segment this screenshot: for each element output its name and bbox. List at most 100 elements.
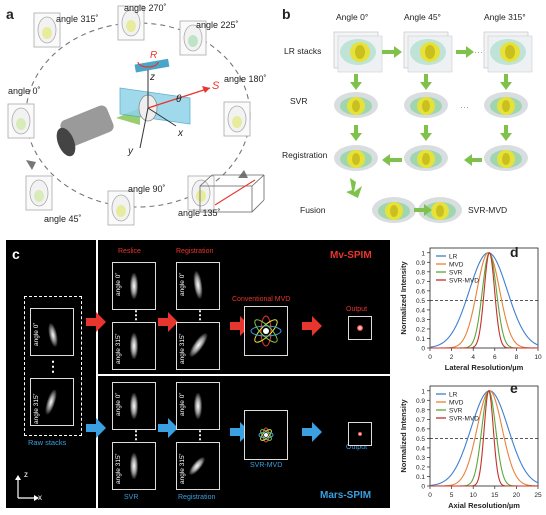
x-tick-label: 6 xyxy=(493,354,497,361)
axis-R: R xyxy=(150,50,158,61)
y-tick-label: 0.4 xyxy=(416,445,425,452)
reslice-angle0: angle 0˚ xyxy=(115,272,122,297)
legend-label: LR xyxy=(449,254,458,261)
x-axis-label: Axial Resolution/µm xyxy=(448,501,520,510)
svr-mvd-label: SVR-MVD xyxy=(250,462,283,469)
panel-c-divider-v xyxy=(96,240,98,508)
panel-a-diagram xyxy=(7,5,265,226)
reg-top-angle315: angle 315˚ xyxy=(179,333,186,364)
reg-top-angle0: angle 0˚ xyxy=(179,272,186,297)
axis-z: z xyxy=(150,72,155,83)
x-axis-label: Lateral Resolution/µm xyxy=(445,363,524,372)
mouse-thumbs xyxy=(7,5,251,226)
output-top-thumb xyxy=(348,316,372,340)
x-tick-label: 0 xyxy=(428,492,432,499)
y-tick-label: 0 xyxy=(421,484,425,491)
conv-mvd-thumb xyxy=(244,306,288,356)
series-lr xyxy=(429,252,539,348)
row-label-svr: SVR xyxy=(290,96,308,106)
y-tick-label: 0 xyxy=(421,346,425,353)
raw-stack-0 xyxy=(30,308,74,356)
plot-frame xyxy=(429,247,539,349)
x-tick-label: 10 xyxy=(470,492,478,499)
x-tick-label: 2 xyxy=(450,354,454,361)
reg-bottom-dots: ⋮ xyxy=(194,428,206,442)
reslice-angle315: angle 315˚ xyxy=(115,333,122,364)
objective-lens xyxy=(56,105,140,157)
y-tick-label: 0.6 xyxy=(416,426,425,433)
series-svr-mvd xyxy=(430,251,538,349)
legend-label: SVR-MVD xyxy=(449,416,479,423)
svr-angle0: angle 0˚ xyxy=(115,392,122,417)
svg-text:···: ··· xyxy=(460,102,469,112)
axis-label-z: z xyxy=(24,470,28,479)
reg-bottom-thumb-0 xyxy=(176,382,220,430)
angle-label-270: angle 270˚ xyxy=(124,3,167,13)
raw-stacks-label: Raw stacks xyxy=(28,438,67,447)
x-tick-label: 0 xyxy=(428,354,432,361)
y-axis-label: Normalized Intensity xyxy=(399,399,408,473)
y-tick-label: 0.7 xyxy=(416,417,425,424)
y-axis-label: Normalized Intensity xyxy=(399,261,408,335)
legend-label: SVR xyxy=(449,408,463,415)
angle-label-315: angle 315˚ xyxy=(56,14,99,24)
panel-c-label: c xyxy=(12,246,20,262)
y-tick-label: 0.8 xyxy=(416,407,425,414)
row-label-lr: LR stacks xyxy=(284,46,322,56)
axis-label-x: x xyxy=(38,493,42,502)
chart-e: 00.10.20.30.40.50.60.70.80.910 5 10 15 20 25L… xyxy=(399,385,542,510)
raw-stack-angle315: angle 315˚ xyxy=(33,393,40,424)
angle-label-90: angle 90˚ xyxy=(128,184,166,194)
output-top-label: Output xyxy=(346,306,368,313)
panel-b-diagram: ··· ··· ··· xyxy=(333,31,533,223)
coord-box xyxy=(199,174,265,213)
output-bottom-label: Output xyxy=(346,444,368,451)
registration-bottom-label: Registration xyxy=(178,494,216,501)
x-tick-label: 10 xyxy=(534,354,542,361)
reg-bottom-angle0: angle 0˚ xyxy=(179,392,186,417)
svr-mvd-thumb xyxy=(244,410,288,460)
panel-b-label: b xyxy=(282,6,291,22)
conv-mvd-label: Conventional MVD xyxy=(232,296,291,303)
legend-label: SVR-MVD xyxy=(449,278,479,285)
y-tick-label: 0.2 xyxy=(416,326,425,333)
x-tick-label: 25 xyxy=(534,492,542,499)
mv-spim-title: Mv-SPIM xyxy=(330,250,372,261)
legend-label: MVD xyxy=(449,262,464,269)
x-tick-label: 20 xyxy=(513,492,521,499)
x-tick-label: 8 xyxy=(515,354,519,361)
chart-d: 00.10.20.30.40.50.60.70.80.910 2 4 6 8 10LRMV… xyxy=(399,247,542,372)
raw-stack-angle0: angle 0˚ xyxy=(33,322,40,347)
svr-dots: ⋮ xyxy=(130,428,142,442)
reg-bottom-thumb-315 xyxy=(176,442,220,490)
angle-label-135: angle 135˚ xyxy=(178,208,221,218)
angle-label-0: angle 0˚ xyxy=(8,86,41,96)
y-tick-label: 0.9 xyxy=(416,260,425,267)
y-tick-label: 0.1 xyxy=(416,474,425,481)
reg-top-thumb-0 xyxy=(176,262,220,310)
raw-stacks-box xyxy=(24,296,82,436)
panel-c-divider-h xyxy=(98,374,390,376)
reslice-label: Reslice xyxy=(118,248,141,255)
axis-S: S xyxy=(212,80,220,92)
y-tick-label: 0.9 xyxy=(416,398,425,405)
legend-label: SVR xyxy=(449,270,463,277)
x-tick-label: 5 xyxy=(450,492,454,499)
y-tick-label: 0.5 xyxy=(416,436,425,443)
x-tick-label: 4 xyxy=(471,354,475,361)
zx-axes xyxy=(15,475,39,501)
reg-top-thumb-315 xyxy=(176,322,220,370)
y-tick-label: 0.8 xyxy=(416,269,425,276)
registration-top-label: Registration xyxy=(176,248,214,255)
y-tick-label: 1 xyxy=(421,250,425,257)
y-tick-label: 0.3 xyxy=(416,455,425,462)
reslice-thumb-315 xyxy=(112,322,156,370)
output-label-svr-mvd: SVR-MVD xyxy=(468,205,508,215)
svr-label: SVR xyxy=(124,494,139,501)
y-tick-label: 0.1 xyxy=(416,336,425,343)
axis-x: x xyxy=(178,128,183,139)
reslice-thumb-0 xyxy=(112,262,156,310)
axis-y: y xyxy=(128,146,133,157)
svg-text:···: ··· xyxy=(472,154,481,164)
row-label-fusion: Fusion xyxy=(300,205,326,215)
